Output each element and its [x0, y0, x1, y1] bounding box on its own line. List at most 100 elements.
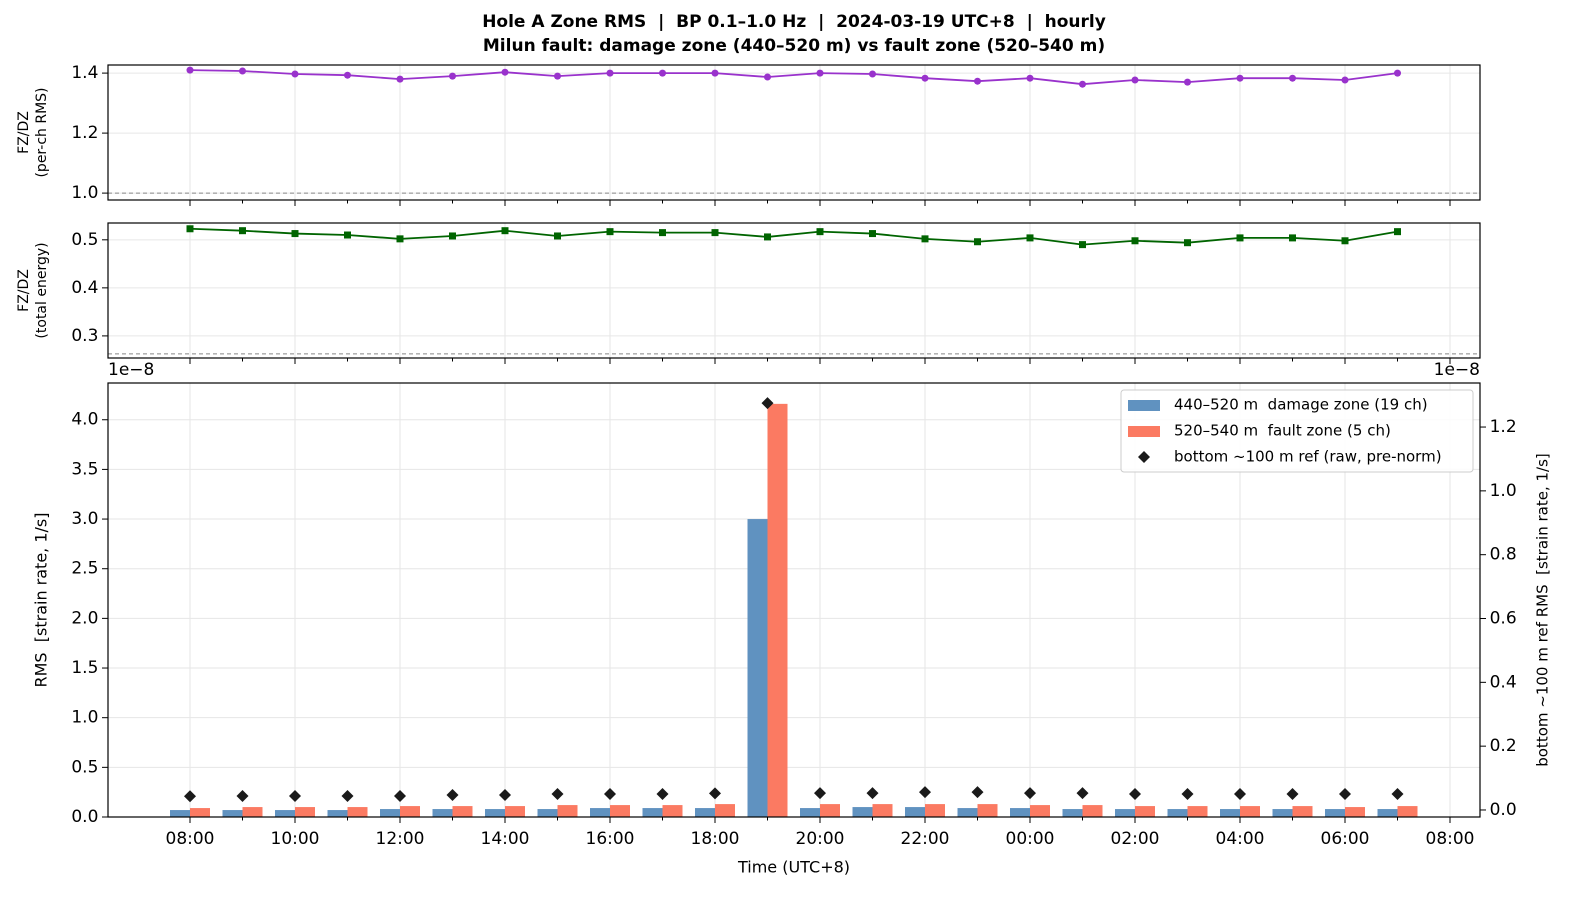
point-marker [869, 230, 876, 238]
ref-marker [184, 790, 196, 803]
legend-marker [1138, 451, 1150, 463]
point-marker [186, 66, 194, 74]
point-marker [1079, 80, 1086, 88]
bar [590, 808, 610, 817]
ref-marker [1234, 788, 1246, 801]
point-marker [921, 74, 929, 82]
ref-marker [499, 788, 511, 801]
point-marker [554, 72, 561, 80]
point-marker [1184, 78, 1191, 86]
ref-marker [604, 788, 616, 801]
ref-marker [971, 786, 984, 799]
y-tick-label: 4.0 [71, 410, 98, 430]
bar [1115, 809, 1135, 817]
point-marker [816, 69, 824, 77]
y-tick-label: 2.0 [71, 608, 98, 628]
ref-marker [1339, 788, 1351, 801]
bar [1030, 805, 1050, 817]
plot-frame [107, 64, 1481, 201]
point-marker [1236, 234, 1244, 242]
bar [872, 804, 893, 817]
point-marker [1026, 234, 1034, 242]
x-tick-label: 08:00 [166, 829, 215, 849]
y-axis-label: FZ/DZ [16, 269, 32, 312]
point-marker [816, 228, 824, 236]
y-tick-label: 2.5 [71, 559, 98, 579]
bar [1397, 806, 1418, 817]
point-marker [449, 72, 456, 80]
x-tick-label: 22:00 [901, 829, 950, 849]
point-marker [1394, 228, 1401, 236]
x-tick-label: 14:00 [481, 829, 530, 849]
bar [190, 808, 210, 817]
ref-marker [866, 787, 879, 800]
x-tick-label: 16:00 [586, 829, 635, 849]
ref-marker [341, 789, 354, 802]
bar [557, 805, 578, 817]
legend-label: bottom ~100 m ref (raw, pre-norm) [1174, 448, 1442, 466]
point-marker [291, 230, 299, 238]
ref-marker [289, 789, 301, 802]
ref-marker [656, 788, 669, 801]
x-tick-label: 10:00 [271, 829, 320, 849]
x-tick-label: 06:00 [1321, 829, 1370, 849]
bar [347, 807, 368, 817]
bar [1220, 809, 1240, 817]
bar [222, 810, 243, 817]
y2-axis-label: bottom ~100 m ref RMS [strain rate, 1/s] [1534, 453, 1552, 767]
y-tick-label: 3.0 [71, 509, 98, 529]
point-marker [291, 70, 299, 78]
point-marker [1131, 237, 1139, 245]
point-marker [1184, 239, 1191, 247]
y-tick-label: 0.3 [71, 326, 98, 346]
point-marker [711, 229, 719, 237]
y-axis-label: (total energy) [34, 242, 50, 338]
x-tick-label: 00:00 [1006, 829, 1055, 849]
point-marker [1341, 76, 1349, 84]
x-tick-label: 12:00 [376, 829, 425, 849]
point-marker [501, 68, 509, 76]
legend-box [1120, 389, 1474, 473]
bar [905, 807, 925, 817]
bar [957, 808, 978, 817]
bar [380, 809, 400, 817]
legend-swatch [1128, 426, 1160, 437]
bar [400, 806, 420, 817]
legend-label: 440–520 m damage zone (19 ch) [1174, 396, 1428, 414]
bar [1135, 806, 1155, 817]
y-offset-label: 1e−8 [108, 360, 154, 380]
point-marker [1236, 74, 1244, 82]
y2-tick-label: 0.6 [1490, 609, 1517, 629]
bar [1010, 808, 1030, 817]
x-tick-label: 08:00 [1426, 829, 1475, 849]
y-tick-label: 3.5 [71, 459, 98, 479]
x-tick-label: 02:00 [1111, 829, 1160, 849]
bar [925, 804, 945, 817]
ref-marker [1076, 787, 1089, 800]
bar [977, 804, 998, 817]
plot-frame [107, 222, 1481, 359]
x-axis-label: Time (UTC+8) [737, 858, 850, 877]
y-tick-label: 1.2 [71, 123, 98, 143]
bar [1082, 805, 1103, 817]
point-marker [396, 75, 404, 83]
bar [1377, 809, 1398, 817]
y-tick-label: 0.0 [71, 807, 98, 827]
point-marker [1131, 76, 1139, 84]
point-marker [869, 70, 876, 78]
y2-tick-label: 1.0 [1490, 481, 1517, 501]
point-marker [606, 69, 614, 77]
bar [485, 809, 505, 817]
legend-label: 520–540 m fault zone (5 ch) [1174, 422, 1391, 440]
point-marker [501, 227, 509, 235]
point-marker [659, 229, 666, 237]
y2-tick-label: 0.8 [1490, 545, 1517, 565]
plot-area [108, 223, 1480, 358]
bar [1187, 806, 1208, 817]
bar [695, 808, 715, 817]
ref-marker [551, 788, 564, 801]
bar [1292, 806, 1313, 817]
point-marker [344, 71, 351, 79]
point-marker [1341, 237, 1349, 245]
